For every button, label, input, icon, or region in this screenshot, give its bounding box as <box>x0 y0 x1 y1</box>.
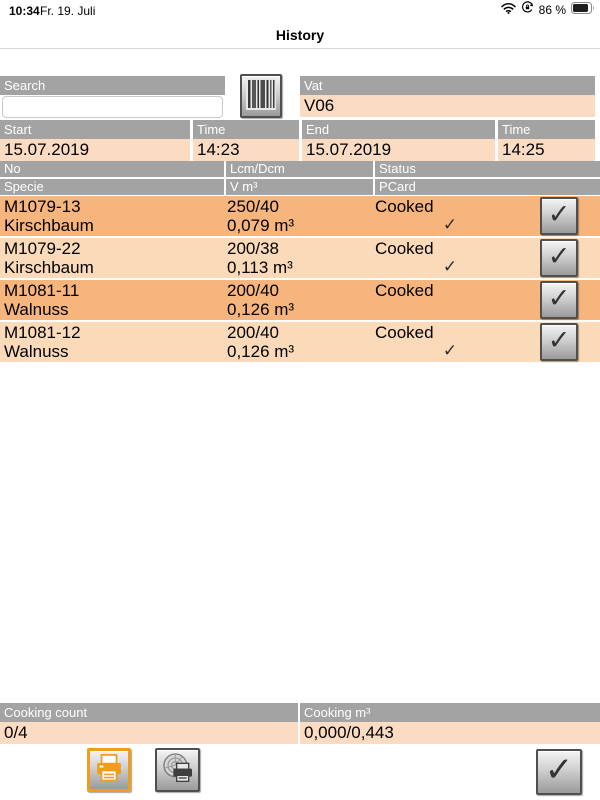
checkmark-icon: ✓ <box>547 198 571 229</box>
row-confirm-button[interactable]: ✓ <box>540 239 578 277</box>
start-date-label: Start <box>0 120 190 139</box>
confirm-button[interactable]: ✓ <box>536 749 582 795</box>
row-confirm-button[interactable]: ✓ <box>540 197 578 235</box>
checkmark-icon: ✓ <box>547 282 571 313</box>
row-lcm-dcm: 250/40 <box>227 197 279 216</box>
orientation-lock-icon <box>521 1 534 19</box>
status-time: 10:34 <box>9 4 40 18</box>
checkmark-icon: ✓ <box>547 240 571 271</box>
col-header-no: No <box>0 161 224 177</box>
row-v-m3: 0,079 m³ <box>227 216 295 235</box>
col-header-status: Status <box>375 161 600 177</box>
row-status: Cooked <box>375 323 434 342</box>
row-specie: Walnuss <box>4 342 69 361</box>
row-pcard-checkmark: ✓ <box>442 341 458 360</box>
cooking-m3-value: 0,000/0,443 <box>300 722 600 744</box>
table-row[interactable]: M1079-22 200/38 Cooked Kirschbaum 0,113 … <box>0 238 600 278</box>
row-confirm-button[interactable]: ✓ <box>540 323 578 361</box>
start-time-label: Time <box>193 120 299 139</box>
row-lcm-dcm: 200/38 <box>227 239 279 258</box>
start-date-value[interactable]: 15.07.2019 <box>0 139 190 161</box>
col-header-lcm-dcm: Lcm/Dcm <box>226 161 373 177</box>
row-lcm-dcm: 200/40 <box>227 323 279 342</box>
table-row[interactable]: M1081-11 200/40 Cooked Walnuss 0,126 m³ … <box>0 280 600 320</box>
row-no: M1081-12 <box>4 323 81 342</box>
vat-value[interactable]: V06 <box>300 95 595 117</box>
row-specie: Kirschbaum <box>4 258 94 277</box>
checkmark-icon: ✓ <box>547 324 571 355</box>
row-pcard-checkmark: ✓ <box>442 215 458 234</box>
row-no: M1079-22 <box>4 239 81 258</box>
barcode-icon <box>246 77 276 115</box>
end-date-label: End <box>302 120 495 139</box>
col-header-specie: Specie <box>0 179 224 195</box>
row-no: M1081-11 <box>4 281 80 300</box>
nav-divider <box>0 48 600 49</box>
barcode-scan-button[interactable] <box>240 74 282 118</box>
cooking-count-value: 0/4 <box>0 722 298 744</box>
search-input[interactable] <box>2 96 223 118</box>
col-header-v-m3: V m³ <box>226 179 373 195</box>
search-label: Search <box>0 76 225 95</box>
end-time-label: Time <box>498 120 595 139</box>
table-row[interactable]: M1079-13 250/40 Cooked Kirschbaum 0,079 … <box>0 196 600 236</box>
status-date: Fr. 19. Juli <box>40 4 96 18</box>
end-date-value[interactable]: 15.07.2019 <box>302 139 495 161</box>
vat-label: Vat <box>300 76 595 95</box>
row-specie: Kirschbaum <box>4 216 94 235</box>
battery-percent-label: 86 % <box>538 3 566 17</box>
battery-icon <box>571 1 595 19</box>
start-time-value[interactable]: 14:23 <box>193 139 299 161</box>
cooking-count-label: Cooking count <box>0 703 298 722</box>
cooking-m3-label: Cooking m³ <box>300 703 600 722</box>
row-specie: Walnuss <box>4 300 69 319</box>
printer-icon <box>94 753 124 788</box>
log-printer-icon <box>162 752 194 789</box>
row-v-m3: 0,113 m³ <box>227 258 293 277</box>
row-status: Cooked <box>375 281 434 300</box>
row-status: Cooked <box>375 197 434 216</box>
print-button[interactable] <box>87 748 131 792</box>
page-title: History <box>275 27 325 43</box>
col-header-pcard: PCard <box>375 179 600 195</box>
row-pcard-checkmark: ✓ <box>442 257 458 276</box>
end-time-value[interactable]: 14:25 <box>498 139 595 161</box>
log-print-button[interactable] <box>155 748 200 792</box>
checkmark-icon: ✓ <box>544 750 574 789</box>
row-v-m3: 0,126 m³ <box>227 300 295 319</box>
status-right-cluster: 86 % <box>500 1 595 19</box>
wifi-icon <box>500 1 516 19</box>
table-row[interactable]: M1081-12 200/40 Cooked Walnuss 0,126 m³ … <box>0 322 600 362</box>
row-v-m3: 0,126 m³ <box>227 342 295 361</box>
row-no: M1079-13 <box>4 197 81 216</box>
row-lcm-dcm: 200/40 <box>227 281 279 300</box>
row-status: Cooked <box>375 239 434 258</box>
row-confirm-button[interactable]: ✓ <box>540 281 578 319</box>
